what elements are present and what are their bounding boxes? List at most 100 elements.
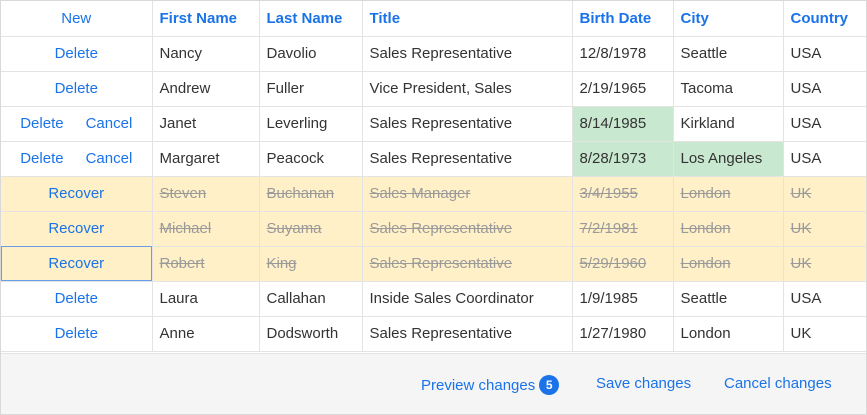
cell-city[interactable]: London (672, 316, 783, 352)
cell-country[interactable]: USA (782, 106, 866, 142)
cell-last-name[interactable]: Fuller (258, 71, 362, 107)
cell-city[interactable]: London (672, 211, 783, 247)
cell-title[interactable]: Sales Representative (361, 246, 572, 282)
row-command-cell: Recover (1, 176, 152, 212)
delete-row-button[interactable]: Delete (20, 115, 64, 132)
table-row[interactable]: Delete Laura Callahan Inside Sales Coordina… (1, 281, 866, 317)
column-header-city[interactable]: City (672, 1, 783, 37)
cell-title[interactable]: Sales Representative (361, 36, 572, 72)
cell-city[interactable]: Kirkland (672, 106, 783, 142)
cell-title[interactable]: Inside Sales Coordinator (361, 281, 572, 317)
cell-title[interactable]: Vice President, Sales (361, 71, 572, 107)
cell-first-name[interactable]: Margaret (151, 141, 259, 177)
cell-birth-date[interactable]: 12/8/1978 (571, 36, 673, 72)
cell-city[interactable]: Tacoma (672, 71, 783, 107)
cell-city[interactable]: Seattle (672, 281, 783, 317)
cell-last-name[interactable]: Callahan (258, 281, 362, 317)
grid-body: Delete Nancy Davolio Sales Representative 12… (1, 36, 866, 352)
cell-country[interactable]: USA (782, 141, 866, 177)
cancel-row-button[interactable]: Cancel (85, 150, 133, 167)
row-command-cell: Delete (1, 36, 152, 72)
table-row[interactable]: Recover Steven Buchanan Sales Manager 3/4/19… (1, 176, 866, 212)
cell-birth-date[interactable]: 1/9/1985 (571, 281, 673, 317)
cell-country[interactable]: USA (782, 36, 866, 72)
row-command-cell: Delete (1, 71, 152, 107)
table-row[interactable]: Delete Andrew Fuller Vice President, Sales 2… (1, 71, 866, 107)
change-count-badge: 5 (539, 375, 560, 395)
cell-title[interactable]: Sales Representative (361, 316, 572, 352)
cell-city[interactable]: Los Angeles (672, 141, 783, 177)
save-changes-button[interactable]: Save changes (596, 375, 692, 392)
row-command-cell: Delete Cancel (1, 141, 152, 177)
cell-birth-date[interactable]: 8/14/1985 (571, 106, 673, 142)
cell-first-name[interactable]: Nancy (151, 36, 259, 72)
row-command-cell: Recover (1, 211, 152, 247)
column-header-first-name[interactable]: First Name (151, 1, 259, 37)
preview-changes-label: Preview changes (421, 377, 536, 394)
cell-country[interactable]: UK (782, 316, 866, 352)
row-command-cell: Delete (1, 316, 152, 352)
delete-row-button[interactable]: Delete (54, 45, 98, 62)
cell-last-name[interactable]: Leverling (258, 106, 362, 142)
header-row: New First Name Last Name Title Birth Dat… (1, 1, 866, 37)
cell-first-name[interactable]: Robert (151, 246, 259, 282)
column-header-title[interactable]: Title (361, 1, 572, 37)
table-row[interactable]: Delete Cancel Janet Leverling Sales Represen… (1, 106, 866, 142)
cell-country[interactable]: USA (782, 71, 866, 107)
edit-toolbar: Preview changes 5 Save changes Cancel cha… (1, 353, 866, 414)
new-row-button[interactable]: New (61, 9, 92, 27)
cell-last-name[interactable]: Suyama (258, 211, 362, 247)
cell-title[interactable]: Sales Representative (361, 106, 572, 142)
delete-row-button[interactable]: Delete (54, 325, 98, 342)
cell-first-name[interactable]: Steven (151, 176, 259, 212)
cancel-changes-button[interactable]: Cancel changes (724, 375, 832, 392)
delete-row-button[interactable]: Delete (20, 150, 64, 167)
column-header-last-name[interactable]: Last Name (258, 1, 362, 37)
cell-birth-date[interactable]: 5/29/1960 (571, 246, 673, 282)
cell-country[interactable]: USA (782, 281, 866, 317)
recover-row-button[interactable]: Recover (48, 185, 105, 202)
table-row[interactable]: Delete Anne Dodsworth Sales Representative 1… (1, 316, 866, 352)
table-row[interactable]: Delete Nancy Davolio Sales Representative 12… (1, 36, 866, 72)
preview-changes-button[interactable]: Preview changes 5 (421, 375, 560, 395)
cell-city[interactable]: Seattle (672, 36, 783, 72)
cell-birth-date[interactable]: 8/28/1973 (571, 141, 673, 177)
cell-city[interactable]: London (672, 246, 783, 282)
cell-last-name[interactable]: Peacock (258, 141, 362, 177)
grid-table: New First Name Last Name Title Birth Dat… (1, 1, 866, 352)
cell-first-name[interactable]: Andrew (151, 71, 259, 107)
row-command-cell: Recover (1, 246, 152, 282)
recover-row-button[interactable]: Recover (48, 255, 105, 272)
cell-title[interactable]: Sales Manager (361, 176, 572, 212)
table-row[interactable]: Recover Michael Suyama Sales Representative… (1, 211, 866, 247)
delete-row-button[interactable]: Delete (54, 290, 98, 307)
cell-city[interactable]: London (672, 176, 783, 212)
cell-last-name[interactable]: King (258, 246, 362, 282)
column-header-country[interactable]: Country (782, 1, 866, 37)
cell-birth-date[interactable]: 2/19/1965 (571, 71, 673, 107)
cancel-row-button[interactable]: Cancel (85, 115, 133, 132)
cell-last-name[interactable]: Dodsworth (258, 316, 362, 352)
cell-title[interactable]: Sales Representative (361, 141, 572, 177)
cell-first-name[interactable]: Laura (151, 281, 259, 317)
cell-first-name[interactable]: Michael (151, 211, 259, 247)
cell-birth-date[interactable]: 3/4/1955 (571, 176, 673, 212)
cell-birth-date[interactable]: 7/2/1981 (571, 211, 673, 247)
column-header-birth-date[interactable]: Birth Date (571, 1, 673, 37)
cell-first-name[interactable]: Janet (151, 106, 259, 142)
cell-last-name[interactable]: Davolio (258, 36, 362, 72)
cell-country[interactable]: UK (782, 176, 866, 212)
table-row[interactable]: Delete Cancel Margaret Peacock Sales Represe… (1, 141, 866, 177)
recover-row-button[interactable]: Recover (48, 220, 105, 237)
cell-country[interactable]: UK (782, 211, 866, 247)
cell-birth-date[interactable]: 1/27/1980 (571, 316, 673, 352)
row-command-cell: Delete Cancel (1, 106, 152, 142)
table-row[interactable]: Recover Robert King Sales Representative 5/2… (1, 246, 866, 282)
cell-title[interactable]: Sales Representative (361, 211, 572, 247)
cell-first-name[interactable]: Anne (151, 316, 259, 352)
command-column-header: New (1, 1, 152, 37)
cell-country[interactable]: UK (782, 246, 866, 282)
delete-row-button[interactable]: Delete (54, 80, 98, 97)
cell-last-name[interactable]: Buchanan (258, 176, 362, 212)
